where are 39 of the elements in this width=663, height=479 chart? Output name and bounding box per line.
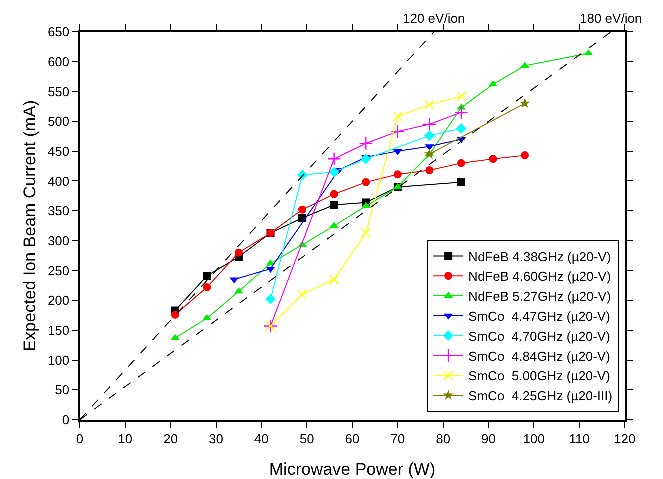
y-tick-label: 500 <box>48 114 70 130</box>
y-tick-label: 650 <box>48 24 70 40</box>
x-tick-label: 60 <box>345 431 360 446</box>
x-tick-label: 40 <box>254 431 269 446</box>
x-tick-label: 70 <box>390 431 406 446</box>
legend-label: NdFeB 4.38GHz (µ20-V) <box>468 249 612 264</box>
y-tick-label: 450 <box>48 144 70 159</box>
x-tick-label: 80 <box>436 431 451 446</box>
x-axis-title: Microwave Power (W) <box>269 460 436 479</box>
legend-label: SmCo 4.25GHz (µ20-III) <box>468 388 613 404</box>
y-tick-label: 350 <box>48 204 70 219</box>
y-tick-label: 50 <box>55 382 70 398</box>
x-tick-label: 30 <box>209 431 224 446</box>
y-tick-label: 400 <box>48 174 70 189</box>
legend-label: SmCo 4.47GHz (µ20-V) <box>468 308 610 324</box>
y-tick-label: 600 <box>48 54 70 70</box>
legend-label: NdFeB 5.27GHz (µ20-V) <box>468 289 612 304</box>
x-tick-label: 90 <box>482 431 496 446</box>
x-tick-label: 110 <box>569 431 590 446</box>
y-tick-label: 100 <box>48 352 70 368</box>
y-tick-label: 0 <box>62 412 70 428</box>
y-tick-label: 200 <box>48 293 70 308</box>
y-tick-label: 250 <box>48 263 70 278</box>
y-tick-label: 300 <box>48 233 70 248</box>
legend-label: SmCo 4.70GHz (µ20-V) <box>468 328 610 344</box>
annotation: 120 eV/ion <box>403 11 466 26</box>
x-tick-label: 20 <box>164 431 178 446</box>
y-tick-label: 550 <box>48 84 70 100</box>
x-tick-label: 100 <box>523 431 546 446</box>
y-axis-title: Expected Ion Beam Current (mA) <box>20 100 40 352</box>
legend-label: SmCo 5.00GHz (µ20-V) <box>468 368 610 384</box>
x-tick-label: 10 <box>118 431 133 446</box>
annotation: 180 eV/ion <box>580 11 642 26</box>
legend-label: SmCo 4.84GHz (µ20-V) <box>468 348 610 364</box>
x-tick-label: 50 <box>300 431 314 446</box>
legend-label: NdFeB 4.60GHz (µ20-V) <box>468 269 612 284</box>
y-tick-label: 150 <box>48 323 70 338</box>
x-tick-label: 120 <box>614 431 636 446</box>
x-tick-label: 0 <box>76 431 84 446</box>
